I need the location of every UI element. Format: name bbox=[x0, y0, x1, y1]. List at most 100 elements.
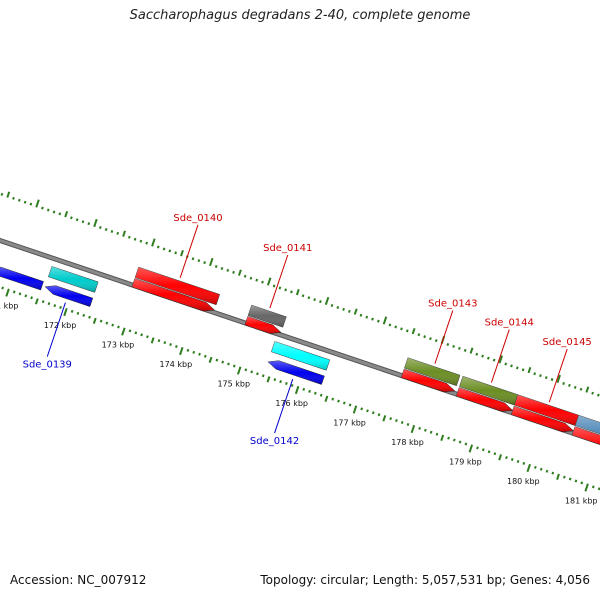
scale-tick-lower bbox=[24, 294, 28, 298]
scale-tick-lower bbox=[261, 374, 265, 378]
scale-tick-upper bbox=[411, 327, 416, 335]
gene-label-leader bbox=[434, 310, 454, 364]
scale-tick-upper bbox=[272, 284, 276, 288]
scale-tick-lower bbox=[63, 307, 68, 317]
scale-tick-lower bbox=[493, 452, 497, 456]
scale-tick-upper bbox=[70, 216, 73, 220]
scale-tick-upper bbox=[255, 278, 259, 282]
scale-tick-lower bbox=[440, 434, 445, 441]
scale-tick-lower bbox=[256, 372, 259, 376]
scale-tick-lower bbox=[498, 454, 503, 461]
scale-tick-label: 177 kbp bbox=[333, 419, 366, 428]
scale-tick-upper bbox=[330, 303, 334, 308]
gene-feature-shading bbox=[271, 341, 330, 371]
scale-tick-upper bbox=[41, 206, 44, 210]
gene-label-leader bbox=[548, 348, 568, 403]
scale-tick-upper bbox=[365, 315, 369, 319]
scale-tick-lower bbox=[597, 487, 600, 491]
scale-tick-lower bbox=[556, 473, 560, 480]
scale-tick-label: 171 kbp bbox=[0, 302, 18, 311]
scale-tick-upper bbox=[591, 391, 594, 395]
gene-label-leader bbox=[179, 224, 199, 279]
scale-tick-upper bbox=[232, 270, 235, 274]
scale-tick-upper bbox=[127, 235, 131, 239]
scale-tick-lower bbox=[377, 413, 381, 417]
scale-tick-lower bbox=[580, 481, 584, 485]
gene-feature-shading bbox=[575, 415, 600, 434]
scale-tick-lower bbox=[424, 428, 427, 432]
scale-tick-upper bbox=[463, 348, 467, 352]
scale-tick-upper bbox=[417, 333, 421, 337]
scale-tick-upper bbox=[99, 226, 102, 230]
scale-tick-lower bbox=[99, 319, 103, 323]
scale-tick-lower bbox=[34, 298, 39, 305]
gene-feature-shading bbox=[48, 266, 99, 293]
scale-tick-upper bbox=[492, 358, 496, 362]
scale-tick-lower bbox=[41, 300, 45, 304]
scale-tick-upper bbox=[353, 308, 358, 315]
scale-tick-upper bbox=[382, 316, 388, 325]
genome-backbone-shadow bbox=[0, 237, 600, 446]
scale-tick-upper bbox=[487, 356, 490, 360]
scale-tick-upper bbox=[29, 202, 33, 206]
scale-tick-label: 180 kbp bbox=[507, 477, 540, 486]
scale-tick-lower bbox=[591, 485, 595, 489]
scale-tick-lower bbox=[382, 415, 387, 422]
scale-tick-label: 178 kbp bbox=[391, 438, 424, 447]
scale-tick-upper bbox=[261, 280, 264, 284]
scale-tick-lower bbox=[418, 426, 421, 430]
scale-tick-lower bbox=[447, 436, 450, 440]
scale-tick-upper bbox=[122, 230, 126, 237]
scale-tick-lower bbox=[117, 325, 120, 329]
scale-tick-lower bbox=[236, 366, 242, 375]
scale-tick-upper bbox=[110, 229, 114, 233]
scale-tick-lower bbox=[273, 378, 277, 382]
genome-backbone bbox=[0, 238, 600, 444]
scale-tick-lower bbox=[331, 397, 335, 401]
scale-tick-upper bbox=[469, 347, 474, 354]
scale-tick-lower bbox=[140, 333, 143, 337]
scale-tick-lower bbox=[342, 401, 346, 405]
scale-tick-lower bbox=[308, 389, 311, 393]
scale-tick-lower bbox=[279, 380, 282, 384]
scale-tick-upper bbox=[162, 247, 166, 251]
scale-tick-upper bbox=[446, 342, 450, 346]
scale-tick-upper bbox=[145, 241, 149, 245]
scale-tick-lower bbox=[389, 417, 392, 421]
scale-tick-upper bbox=[568, 383, 571, 387]
gene-label-sde-0140: Sde_0140 bbox=[173, 213, 222, 224]
scale-tick-upper bbox=[521, 368, 525, 372]
scale-tick-lower bbox=[203, 354, 207, 358]
scale-tick-lower bbox=[76, 311, 80, 315]
scale-tick-upper bbox=[324, 296, 330, 306]
scale-tick-upper bbox=[301, 294, 305, 298]
scale-tick-lower bbox=[294, 385, 300, 395]
scale-tick-lower bbox=[348, 403, 352, 407]
scale-tick-lower bbox=[105, 321, 109, 325]
scale-tick-lower bbox=[175, 345, 178, 349]
scale-tick-upper bbox=[539, 374, 542, 378]
scale-tick-lower bbox=[539, 467, 543, 471]
genome-summary-text: Topology: circular; Length: 5,057,531 bp… bbox=[260, 573, 590, 587]
scale-tick-lower bbox=[59, 306, 62, 310]
scale-tick-upper bbox=[197, 259, 201, 263]
cds-feature-shading bbox=[267, 360, 325, 385]
scale-tick-upper bbox=[405, 329, 409, 333]
scale-tick-upper bbox=[434, 339, 438, 343]
scale-tick-upper bbox=[284, 288, 288, 292]
scale-tick-label: 181 kbp bbox=[565, 497, 598, 506]
scale-tick-upper bbox=[319, 300, 322, 304]
scale-tick-upper bbox=[429, 337, 432, 341]
scale-tick-lower bbox=[468, 444, 474, 453]
scale-tick-lower bbox=[487, 450, 491, 454]
scale-tick-lower bbox=[179, 346, 184, 356]
scale-tick-upper bbox=[573, 385, 577, 389]
scale-tick-upper bbox=[342, 307, 345, 311]
scale-tick-lower bbox=[208, 356, 213, 364]
scale-tick-upper bbox=[371, 317, 374, 321]
gene-label-sde-0141: Sde_0141 bbox=[263, 243, 312, 254]
scale-tick-upper bbox=[156, 245, 160, 249]
scale-tick-upper bbox=[400, 327, 403, 331]
scale-tick-upper bbox=[266, 277, 272, 286]
